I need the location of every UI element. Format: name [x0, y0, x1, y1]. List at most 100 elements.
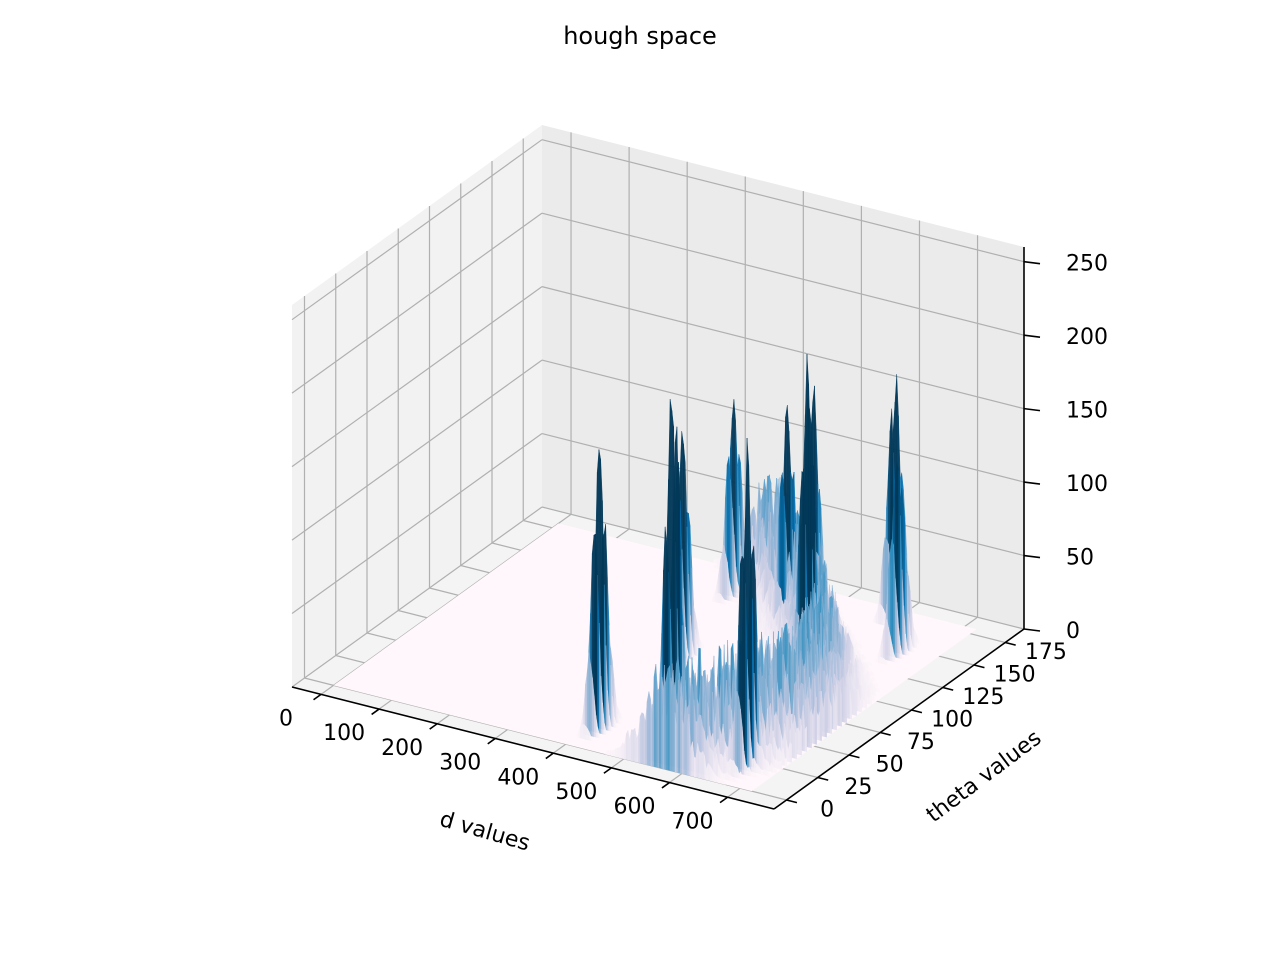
surface-strip [784, 758, 787, 767]
surface-strip [735, 598, 739, 604]
surface-strip [789, 741, 792, 763]
surface-strip [843, 621, 846, 626]
surface-strip [702, 751, 705, 780]
surface-strip [764, 758, 767, 771]
surface-strip [878, 656, 881, 664]
surface-strip [632, 727, 636, 762]
z-tick-label: 50 [1066, 546, 1094, 571]
surface-strip [858, 648, 861, 654]
y-tick [1005, 641, 1016, 646]
surface-strip [837, 603, 840, 610]
surface-strip [723, 773, 726, 780]
surface-strip [686, 714, 690, 776]
surface-strip [730, 758, 733, 777]
surface-strip [707, 762, 711, 781]
surface-strip [758, 630, 761, 638]
surface-strip [871, 670, 874, 677]
surface-strip [723, 780, 726, 785]
surface-strip [879, 603, 882, 625]
surface-strip [700, 750, 704, 780]
y-tick-label: 25 [844, 775, 872, 800]
surface-strip [750, 771, 753, 778]
z-tick [1023, 407, 1041, 412]
surface-strip [631, 729, 634, 762]
surface-strip [766, 759, 769, 772]
surface-strip [728, 456, 731, 597]
surface-strip [744, 774, 747, 781]
surface-strip [844, 686, 847, 724]
surface-strip [716, 776, 719, 784]
x-tick [719, 796, 729, 804]
surface-strip [895, 657, 898, 663]
surface-strip [626, 730, 629, 761]
surface-strip [858, 639, 861, 644]
surface-strip [610, 750, 613, 757]
surface-strip [891, 539, 894, 658]
z-grid-left [291, 506, 543, 688]
surface-strip [829, 701, 832, 734]
surface-strip [636, 734, 639, 763]
surface-strip [874, 690, 877, 697]
surface-strip [641, 712, 644, 765]
surface-strip [728, 757, 731, 777]
x-tick [603, 767, 612, 774]
surface-strip [852, 687, 856, 716]
y-axis-line [773, 628, 1025, 810]
chart-title: hough space [563, 22, 717, 50]
surface-strip [702, 648, 705, 653]
surface-strip [769, 742, 772, 768]
y-tick-label: 75 [907, 730, 935, 755]
surface-strip [883, 624, 886, 660]
surface-strip [872, 694, 876, 701]
surface-strip [605, 730, 609, 736]
surface-strip [585, 725, 588, 741]
surface-strip [799, 724, 802, 756]
surface-strip [588, 652, 591, 737]
surface-strip [853, 637, 856, 643]
x-axis-label: d values [437, 807, 533, 857]
surface-strip [864, 696, 867, 709]
surface-strip [881, 605, 884, 626]
z-grid-left [291, 212, 543, 394]
surface-strip [678, 679, 681, 774]
surface-strip [824, 690, 827, 738]
surface-strip [699, 751, 702, 779]
surface-strip [735, 691, 738, 774]
surface-strip [869, 661, 872, 667]
surface-strip [868, 664, 871, 671]
x-tick-label: 600 [613, 795, 655, 820]
surface-strip [725, 554, 728, 601]
x-tick [487, 737, 496, 745]
surface-strip [852, 633, 855, 638]
surface-strip [718, 592, 721, 604]
surface-strip [657, 687, 660, 769]
z-tick-label: 100 [1066, 472, 1108, 497]
z-grid-left [291, 286, 543, 468]
y-tick [817, 776, 829, 781]
surface-strip [774, 759, 777, 769]
x-axis-line [291, 686, 775, 810]
surface-strip [883, 537, 886, 621]
x-tick-label: 200 [381, 736, 423, 761]
surface-strip [849, 689, 852, 720]
y-tick [848, 754, 860, 759]
x-tick [371, 708, 380, 716]
surface-strip [757, 742, 760, 770]
surface-strip [860, 644, 863, 650]
surface-strip [881, 657, 884, 665]
surface-strip [819, 693, 822, 742]
surface-strip [690, 741, 693, 777]
surface-strip [667, 664, 670, 771]
surface-strip [617, 747, 620, 758]
surface-strip [743, 559, 746, 771]
surface-strip [693, 653, 696, 661]
z-tick-label: 200 [1066, 325, 1108, 350]
surface-strip [721, 772, 724, 780]
surface-strip [755, 762, 758, 774]
surface-strip [648, 691, 651, 766]
x-tick-label: 700 [672, 809, 714, 834]
surface-strip [643, 713, 646, 765]
surface-strip [735, 764, 738, 779]
surface-strip [794, 731, 797, 760]
